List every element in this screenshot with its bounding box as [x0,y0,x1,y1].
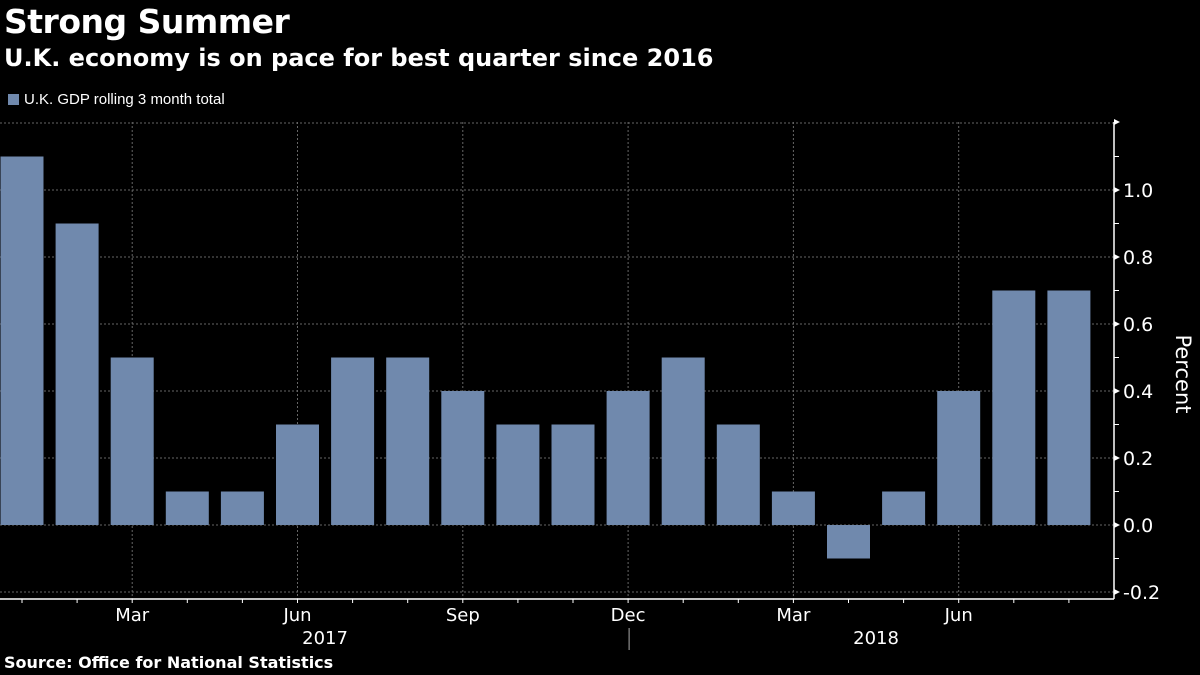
x-tick-label: Dec [611,605,646,626]
x-year-label: 2018 [853,628,899,649]
bar [716,424,760,525]
y-tick-label: 0.4 [1123,381,1153,403]
y-tick [1114,388,1120,394]
bar [661,357,705,525]
y-tick-label: 1.0 [1123,180,1153,202]
y-tick-label: 0.2 [1123,448,1153,470]
bar [110,357,154,525]
y-tick-label: -0.2 [1123,582,1160,604]
bar [1047,290,1091,525]
y-tick [1114,455,1120,461]
bar [165,491,209,525]
y-tick [1114,254,1120,260]
bar [331,357,375,525]
bar [606,391,650,525]
y-tick [1114,321,1120,327]
x-tick-label: Mar [776,605,811,626]
y-tick-label: 0.8 [1123,247,1153,269]
y-tick [1114,522,1120,528]
y-axis-arrow [1114,119,1120,125]
bar [882,491,926,525]
x-tick-label: Jun [944,605,973,626]
bar [551,424,595,525]
bar [937,391,981,525]
x-tick-label: Jun [282,605,311,626]
legend: U.K. GDP rolling 3 month total [8,91,225,108]
y-tick-label: 0.0 [1123,515,1153,537]
chart-subtitle: U.K. economy is on pace for best quarter… [4,44,714,72]
y-axis-label: Percent [1171,334,1195,413]
bar [386,357,430,525]
bar [992,290,1036,525]
legend-swatch [8,94,19,105]
legend-label: U.K. GDP rolling 3 month total [24,91,225,108]
bar [276,424,319,525]
bar [0,156,44,525]
chart-title: Strong Summer [4,2,290,41]
bar [441,391,485,525]
bar [220,491,264,525]
y-tick-label: 0.6 [1123,314,1153,336]
y-tick [1114,187,1120,193]
y-tick [1114,589,1120,595]
bar [827,525,870,559]
source-note: Source: Office for National Statistics [4,653,334,672]
x-tick-label: Mar [115,605,150,626]
x-tick-label: Sep [446,605,480,626]
bar [55,223,99,525]
bar [771,491,815,525]
x-year-label: 2017 [302,628,348,649]
bar [496,424,540,525]
